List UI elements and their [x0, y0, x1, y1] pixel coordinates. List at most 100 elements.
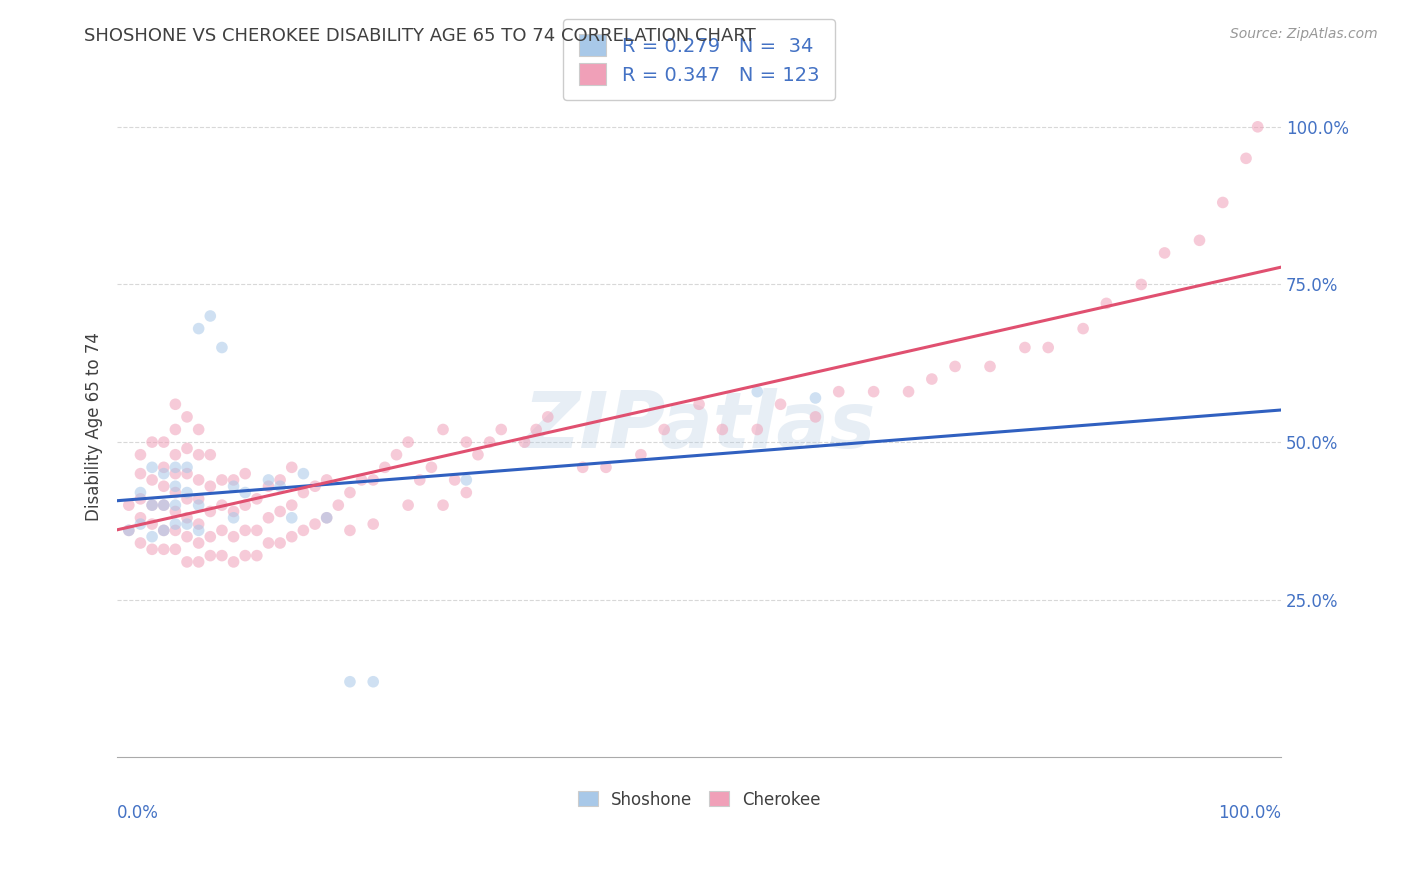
Point — [246, 524, 269, 538]
Y-axis label: Disability Age 65 to 74: Disability Age 65 to 74 — [86, 332, 103, 521]
Point — [165, 448, 187, 462]
Point — [200, 309, 222, 323]
Point — [304, 479, 326, 493]
Point — [1095, 296, 1118, 310]
Point — [374, 460, 396, 475]
Point — [165, 485, 187, 500]
Point — [269, 473, 291, 487]
Point — [339, 524, 361, 538]
Point — [233, 524, 256, 538]
Point — [165, 397, 187, 411]
Point — [152, 467, 174, 481]
Point — [165, 542, 187, 557]
Text: 100.0%: 100.0% — [1218, 804, 1281, 822]
Point — [292, 524, 315, 538]
Point — [292, 485, 315, 500]
Point — [315, 473, 337, 487]
Point — [1038, 341, 1060, 355]
Point — [350, 473, 373, 487]
Point — [129, 467, 152, 481]
Point — [176, 467, 198, 481]
Point — [1188, 233, 1211, 247]
Point — [176, 510, 198, 524]
Point — [432, 498, 454, 512]
Point — [304, 517, 326, 532]
Point — [152, 479, 174, 493]
Point — [222, 473, 245, 487]
Point — [141, 530, 163, 544]
Point — [652, 422, 675, 436]
Point — [897, 384, 920, 399]
Point — [176, 485, 198, 500]
Point — [200, 448, 222, 462]
Legend: Shoshone, Cherokee: Shoshone, Cherokee — [571, 784, 827, 815]
Point — [129, 510, 152, 524]
Point — [176, 442, 198, 456]
Point — [420, 460, 443, 475]
Point — [141, 473, 163, 487]
Point — [165, 422, 187, 436]
Point — [1071, 321, 1094, 335]
Point — [769, 397, 792, 411]
Point — [524, 422, 547, 436]
Point — [187, 536, 209, 550]
Point — [489, 422, 512, 436]
Point — [385, 448, 408, 462]
Point — [118, 524, 141, 538]
Point — [361, 517, 384, 532]
Point — [176, 555, 198, 569]
Point — [222, 479, 245, 493]
Point — [165, 479, 187, 493]
Point — [1234, 152, 1257, 166]
Point — [187, 555, 209, 569]
Point — [187, 321, 209, 335]
Point — [211, 524, 233, 538]
Point — [200, 549, 222, 563]
Point — [595, 460, 617, 475]
Point — [176, 491, 198, 506]
Point — [152, 498, 174, 512]
Point — [129, 536, 152, 550]
Point — [233, 485, 256, 500]
Point — [211, 341, 233, 355]
Point — [211, 473, 233, 487]
Point — [141, 498, 163, 512]
Point — [257, 473, 280, 487]
Point — [165, 524, 187, 538]
Text: SHOSHONE VS CHEROKEE DISABILITY AGE 65 TO 74 CORRELATION CHART: SHOSHONE VS CHEROKEE DISABILITY AGE 65 T… — [84, 27, 756, 45]
Point — [432, 422, 454, 436]
Point — [361, 473, 384, 487]
Point — [222, 504, 245, 518]
Point — [630, 448, 652, 462]
Point — [328, 498, 350, 512]
Point — [862, 384, 884, 399]
Point — [979, 359, 1001, 374]
Point — [281, 460, 304, 475]
Point — [187, 422, 209, 436]
Point — [943, 359, 966, 374]
Point — [315, 510, 337, 524]
Point — [828, 384, 851, 399]
Point — [269, 536, 291, 550]
Point — [361, 674, 384, 689]
Point — [211, 498, 233, 512]
Point — [165, 517, 187, 532]
Point — [187, 473, 209, 487]
Point — [187, 498, 209, 512]
Point — [339, 485, 361, 500]
Point — [165, 467, 187, 481]
Point — [152, 435, 174, 450]
Point — [269, 504, 291, 518]
Point — [222, 510, 245, 524]
Point — [396, 498, 419, 512]
Point — [152, 460, 174, 475]
Point — [129, 491, 152, 506]
Point — [200, 530, 222, 544]
Point — [1247, 120, 1270, 134]
Point — [537, 409, 560, 424]
Point — [165, 498, 187, 512]
Point — [176, 530, 198, 544]
Point — [467, 448, 489, 462]
Point — [165, 460, 187, 475]
Point — [281, 498, 304, 512]
